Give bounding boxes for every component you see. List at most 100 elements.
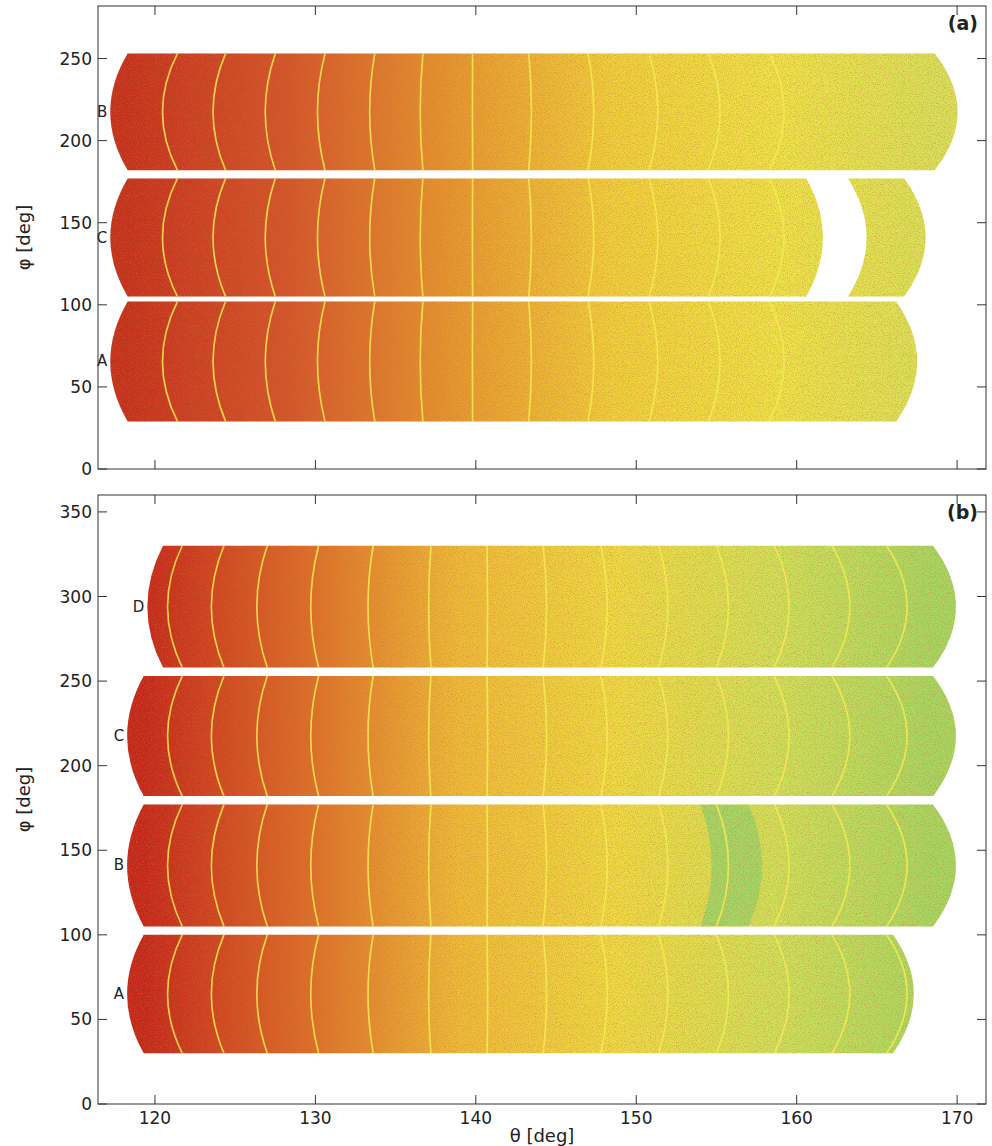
band-inner (98, 935, 986, 1053)
y-tick-label: 250 (60, 49, 92, 69)
module-boundary (529, 54, 532, 171)
y-tick (977, 934, 986, 935)
module-boundary (311, 805, 319, 927)
module-boundary (213, 302, 226, 422)
x-tick-label: 120 (139, 1108, 171, 1128)
module-boundary (887, 546, 908, 668)
module-boundary (265, 302, 275, 422)
grain (98, 935, 986, 1053)
x-tick (475, 6, 476, 15)
x-tick (154, 6, 155, 15)
module-boundary (429, 676, 431, 796)
x-axis-title: θ [deg] (510, 1125, 575, 1146)
module-boundary (659, 935, 668, 1053)
module-boundary (257, 546, 267, 668)
y-tick-label: 150 (60, 213, 92, 233)
module-boundary (317, 302, 325, 422)
y-tick-label: 50 (70, 377, 92, 397)
module-boundary (311, 676, 319, 796)
module-boundary (708, 302, 720, 422)
module-boundary (420, 54, 423, 171)
x-tick (315, 495, 316, 504)
module-boundary (420, 302, 423, 422)
module-boundary (769, 54, 784, 171)
module-boundary (588, 302, 594, 422)
module-boundary (543, 546, 546, 668)
x-tick (636, 1095, 637, 1104)
band (98, 546, 986, 668)
y-tick (977, 58, 986, 59)
x-tick (315, 6, 316, 15)
band (98, 676, 986, 796)
x-tick (315, 1095, 316, 1104)
module-boundary (486, 676, 488, 796)
y-tick (977, 511, 986, 512)
x-tick (154, 460, 155, 469)
y-tick (98, 1104, 107, 1105)
y-tick-label: 0 (81, 1094, 92, 1114)
grain (98, 54, 986, 171)
module-boundary (601, 805, 607, 927)
y-tick (98, 1019, 107, 1020)
module-boundary (370, 302, 375, 422)
y-tick (98, 934, 107, 935)
module-boundary (311, 935, 319, 1053)
module-boundary (162, 302, 177, 422)
module-boundary (420, 178, 423, 296)
x-tick (475, 495, 476, 504)
module-boundary (649, 178, 658, 296)
x-tick (636, 460, 637, 469)
module-boundary (429, 546, 431, 668)
module-boundary (370, 54, 375, 171)
x-tick (957, 1095, 958, 1104)
y-tick (977, 304, 986, 305)
module-boundary (601, 546, 607, 668)
x-tick (957, 460, 958, 469)
band (98, 302, 986, 422)
band-inner (98, 54, 986, 171)
y-tick (98, 765, 107, 766)
band (98, 935, 986, 1053)
module-boundary (716, 805, 728, 927)
band (98, 54, 986, 171)
module-boundary (774, 676, 789, 796)
module-boundary (211, 805, 224, 927)
module-boundary (168, 935, 183, 1053)
panel-label: (b) (947, 501, 978, 523)
x-tick (154, 495, 155, 504)
band-inner (98, 178, 986, 296)
module-boundary (588, 54, 594, 171)
module-boundary (529, 178, 532, 296)
module-boundary (429, 805, 431, 927)
y-tick (98, 850, 107, 851)
band (98, 805, 986, 927)
band-inner (98, 546, 986, 668)
band-inner (98, 676, 986, 796)
plot-area (98, 54, 986, 422)
band-inner (98, 302, 986, 422)
x-tick (796, 460, 797, 469)
x-tick (315, 460, 316, 469)
module-boundary (211, 546, 224, 668)
module-boundary (486, 935, 488, 1053)
panel: BCA050100150200250φ [deg](a) (13, 6, 986, 479)
x-tick-label: 130 (299, 1108, 331, 1128)
module-boundary (429, 935, 431, 1053)
module-boundary (588, 178, 594, 296)
module-boundary (368, 546, 373, 668)
y-tick (977, 681, 986, 682)
x-tick (636, 495, 637, 504)
y-tick-label: 50 (70, 1009, 92, 1029)
module-boundary (832, 805, 850, 927)
module-boundary (649, 302, 658, 422)
module-boundary (257, 935, 267, 1053)
module-boundary (774, 935, 789, 1053)
y-tick (977, 469, 986, 470)
grain (98, 676, 986, 796)
x-tick (475, 460, 476, 469)
y-tick-label: 0 (81, 459, 92, 479)
x-tick (796, 1095, 797, 1104)
band-label: A (114, 985, 125, 1003)
module-boundary (708, 178, 720, 296)
module-boundary (832, 676, 850, 796)
